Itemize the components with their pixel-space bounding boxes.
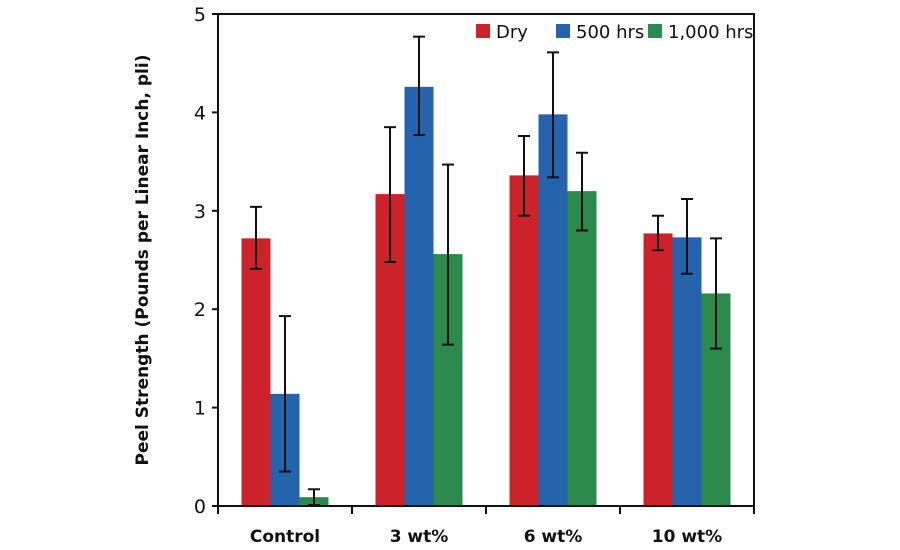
x-category-label: 10 wt% [652,527,722,547]
y-tick-label: 1 [194,398,206,420]
bar-dry-10-wt- [643,233,673,506]
error-bar [710,237,722,350]
bar-500-hrs-3-wt- [404,86,434,506]
legend-label: 1,000 hrs [668,22,753,43]
bar-500-hrs-10-wt- [672,237,702,507]
legend-label: Dry [496,22,528,43]
bar-dry-6-wt- [509,175,539,506]
legend-item: 1,000 hrs [648,22,753,43]
y-tick-label: 3 [194,201,206,223]
error-bar [547,51,559,179]
y-axis-title: Peel Strength (Pounds per Linear Inch, p… [133,55,153,466]
error-bar [250,205,262,270]
y-tick-label: 0 [194,496,206,518]
error-bar [518,135,530,217]
legend-item: 500 hrs [556,22,644,43]
legend-swatch [476,24,490,38]
error-bar [384,126,396,263]
bars-layer [241,86,731,507]
legend-swatch [556,24,570,38]
x-category-label: 3 wt% [390,527,449,547]
y-tick-label: 2 [194,299,206,321]
legend-item: Dry [476,22,528,43]
legend-label: 500 hrs [576,22,644,43]
error-bar [413,35,425,137]
error-bar [576,151,588,232]
error-bar [681,197,693,275]
y-tick-label: 4 [194,102,206,124]
x-axis: Control 3 wt% 6 wt% 10 wt% [217,506,755,547]
legend-swatch [648,24,662,38]
error-bars-layer [250,35,722,507]
x-category-label: Control [250,527,320,547]
y-tick-label: 5 [194,4,206,26]
error-bar [442,163,454,346]
bar-1-000-hrs-6-wt- [567,191,597,506]
x-category-label: 6 wt% [524,527,583,547]
legend: Dry 500 hrs 1,000 hrs [476,22,753,43]
bar-500-hrs-6-wt- [538,114,568,507]
error-bar [279,315,291,473]
error-bar [652,214,664,252]
bar-dry-control [241,238,271,507]
y-axis: 0 1 2 3 4 5 [194,4,218,518]
